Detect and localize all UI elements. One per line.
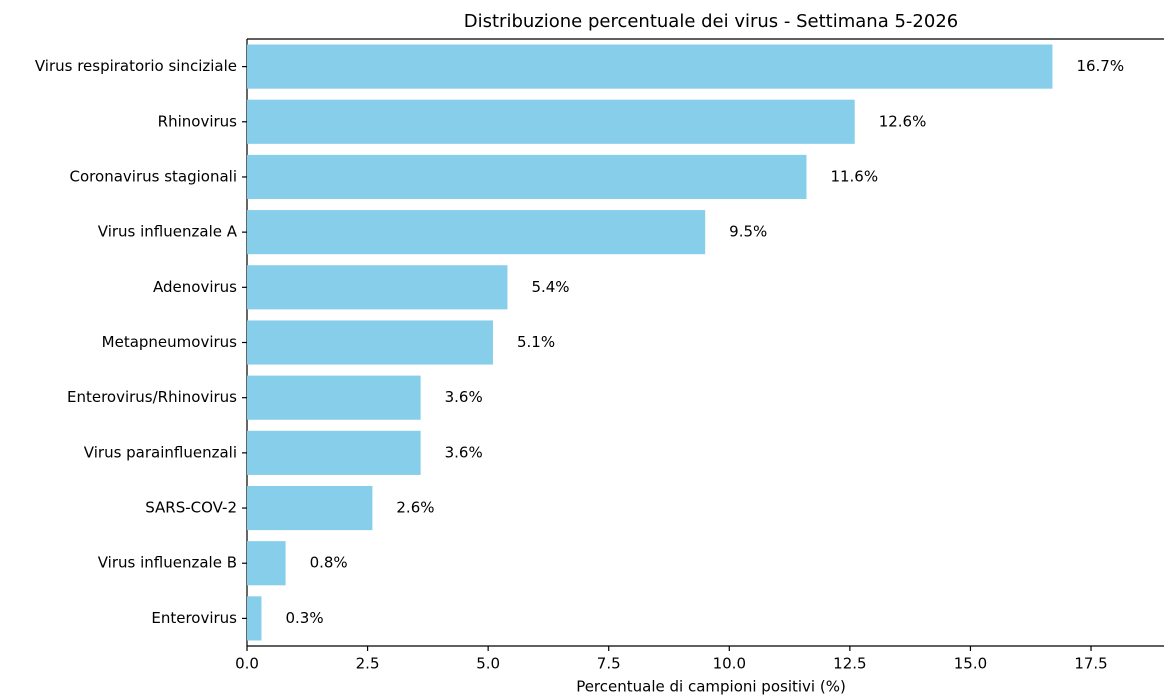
x-tick-label: 12.5 xyxy=(833,655,866,673)
y-tick-label: Enterovirus/Rhinovirus xyxy=(67,388,237,406)
bar xyxy=(247,99,855,144)
y-tick-label: Virus influenzale A xyxy=(98,223,238,241)
value-label: 12.6% xyxy=(879,112,927,130)
y-tick-label: Rhinovirus xyxy=(158,112,237,130)
value-label: 9.5% xyxy=(729,223,767,241)
value-label: 3.6% xyxy=(445,388,483,406)
bar xyxy=(247,375,421,420)
value-label: 3.6% xyxy=(445,443,483,461)
value-label: 5.4% xyxy=(531,278,569,296)
y-tick-label: Virus respiratorio sinciziale xyxy=(35,57,237,75)
x-axis-label: Percentuale di campioni positivi (%) xyxy=(576,678,846,696)
value-label: 16.7% xyxy=(1076,57,1124,75)
value-label: 0.8% xyxy=(310,554,348,572)
y-tick-label: Coronavirus stagionali xyxy=(70,167,237,185)
bar xyxy=(247,210,706,255)
x-tick-label: 2.5 xyxy=(356,655,380,673)
bar xyxy=(247,485,373,531)
bar xyxy=(247,265,508,310)
y-tick-label: SARS-COV-2 xyxy=(145,499,237,517)
value-label: 2.6% xyxy=(396,499,434,517)
bar xyxy=(247,430,421,475)
bar xyxy=(247,596,262,641)
y-tick-label: Metapneumovirus xyxy=(102,333,238,351)
value-label: 11.6% xyxy=(830,167,878,185)
y-tick-label: Virus parainfluenzali xyxy=(84,443,237,461)
y-tick-label: Virus influenzale B xyxy=(98,554,237,572)
x-tick-label: 10.0 xyxy=(713,655,746,673)
x-tick-label: 15.0 xyxy=(954,655,987,673)
chart-title: Distribuzione percentuale dei virus - Se… xyxy=(464,11,958,32)
y-tick-label: Enterovirus xyxy=(151,609,237,627)
value-label: 5.1% xyxy=(517,333,555,351)
bar xyxy=(247,44,1053,89)
value-label: 0.3% xyxy=(285,609,323,627)
bar xyxy=(247,541,286,586)
x-tick-label: 17.5 xyxy=(1074,655,1107,673)
x-tick-label: 0.0 xyxy=(235,655,259,673)
bar xyxy=(247,154,807,200)
x-tick-label: 5.0 xyxy=(476,655,500,673)
x-tick-label: 7.5 xyxy=(597,655,621,673)
bar xyxy=(247,320,493,365)
y-tick-label: Adenovirus xyxy=(153,278,237,296)
